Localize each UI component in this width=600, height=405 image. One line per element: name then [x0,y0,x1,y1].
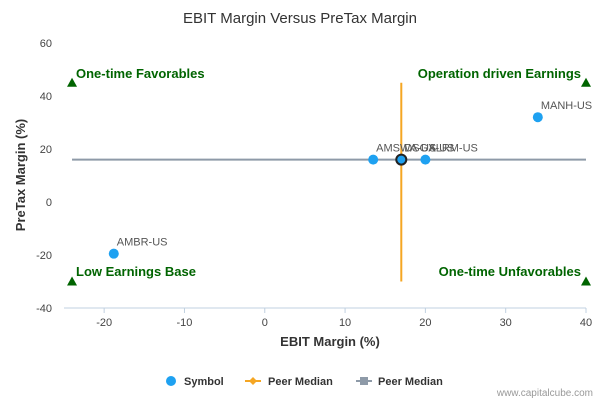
legend-peer-median-vertical-marker [249,377,257,385]
watermark: www.capitalcube.com [496,388,593,399]
legend-peer-median-horizontal-label: Peer Median [378,376,443,388]
quadrant-marker-bottom-right [581,276,591,286]
y-tick-label: 40 [40,91,52,103]
y-tick-label: 20 [40,144,52,156]
x-tick-label: 0 [262,317,268,329]
quadrant-label-top-left: One-time Favorables [76,66,205,81]
legend-peer-median-horizontal-marker [360,377,368,385]
data-point [108,248,119,259]
y-tick-label: 0 [46,197,52,209]
quadrant-label-bottom-left: Low Earnings Base [76,264,196,279]
data-point-label: AMSWA-US [376,143,436,155]
data-point [396,154,407,165]
y-tick-label: 60 [40,38,52,50]
y-axis: -40 -20 0 20 40 60 [36,38,52,315]
legend-peer-median-vertical-label: Peer Median [268,376,333,388]
legend-symbol-marker [166,376,176,386]
peer-median-marker [395,153,408,166]
quadrant-marker-bottom-left [67,276,78,286]
peer-median-lines [72,82,586,282]
data-point-label: MANH-US [541,100,592,112]
chart-title: EBIT Margin Versus PreTax Margin [183,10,417,27]
data-point-label: AMBR-US [117,237,168,249]
x-tick-label: 40 [580,317,592,329]
x-tick-label: 10 [339,317,351,329]
x-tick-label: -10 [177,317,193,329]
x-tick-label: -20 [96,317,112,329]
y-axis-label: PreTax Margin (%) [13,119,28,231]
x-axis: -20 -10 0 10 20 30 40 [64,307,592,329]
x-tick-label: 30 [500,317,512,329]
x-tick-label: 20 [419,317,431,329]
data-point-label: DSGX-US [404,143,454,155]
legend-symbol-label: Symbol [184,376,224,388]
quadrant-label-bottom-right: One-time Unfavorables [439,264,581,279]
data-point [420,154,431,165]
data-point [532,112,543,123]
quadrant-label-top-right: Operation driven Earnings [418,66,581,81]
legend[interactable]: Symbol Peer Median Peer Median [166,376,443,388]
quadrant-marker-top-right [581,77,591,87]
quadrant-marker-top-left [67,77,78,87]
y-tick-label: -20 [36,250,52,262]
quadrant-labels: One-time Favorables Operation driven Earn… [67,66,591,286]
data-point-label: ALRM-US [428,143,478,155]
y-tick-label: -40 [36,303,52,315]
x-axis-label: EBIT Margin (%) [280,334,380,349]
data-point [368,154,379,165]
